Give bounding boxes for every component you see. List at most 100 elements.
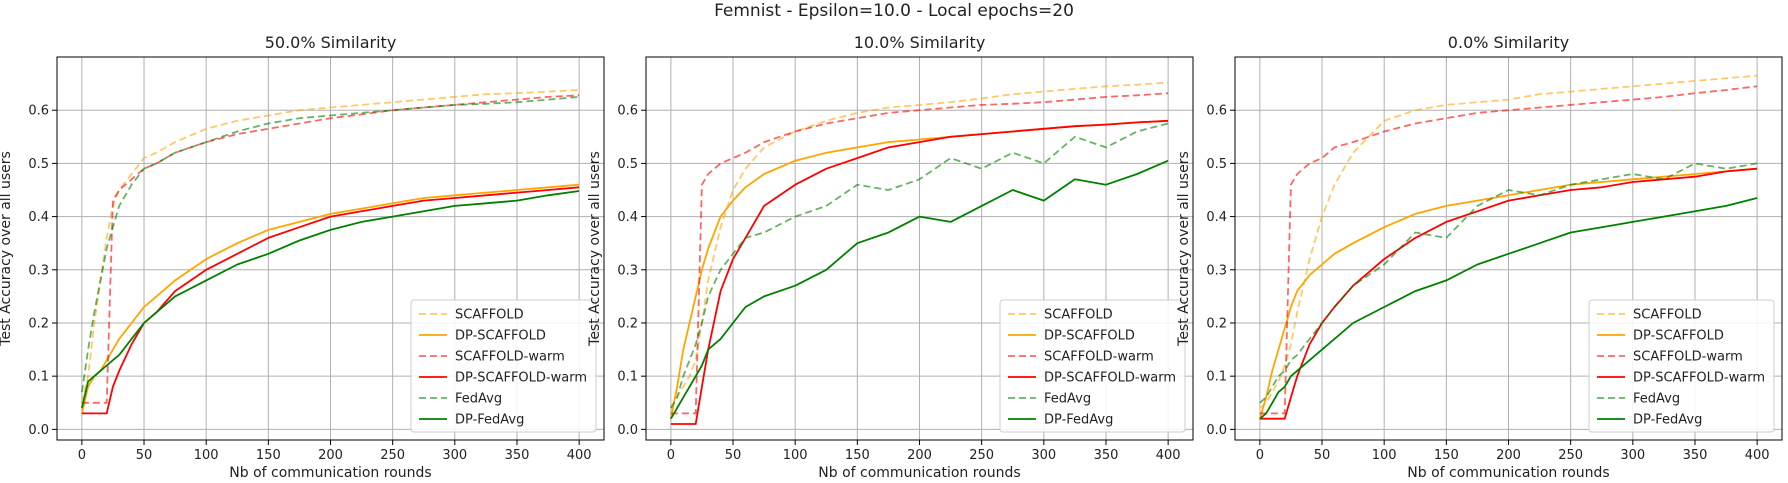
panel-title: 10.0% Similarity xyxy=(854,33,986,52)
series-line-scaffold-warm xyxy=(670,92,1169,415)
legend-label: DP-SCAFFOLD xyxy=(1633,329,1724,344)
x-axis-label: Nb of communication rounds xyxy=(229,465,431,481)
x-tick-label: 400 xyxy=(1745,448,1770,463)
series-line-dp-fedavg xyxy=(1259,197,1758,420)
series-line-dp-scaffold-warm xyxy=(81,186,580,415)
x-tick-label: 300 xyxy=(442,448,467,463)
y-tick-label: 0.3 xyxy=(28,263,49,278)
x-tick-label: 50 xyxy=(725,448,742,463)
series-group xyxy=(81,89,580,415)
legend-label: DP-SCAFFOLD-warm xyxy=(1044,371,1176,386)
legend-label: FedAvg xyxy=(455,392,502,407)
y-tick-label: 0.4 xyxy=(1206,210,1227,225)
panel-title: 50.0% Similarity xyxy=(265,33,397,52)
x-tick-label: 300 xyxy=(1031,448,1056,463)
y-tick-label: 0.0 xyxy=(617,423,638,438)
x-tick-label: 100 xyxy=(194,448,219,463)
x-tick-label: 350 xyxy=(1094,448,1119,463)
x-axis-label: Nb of communication rounds xyxy=(818,465,1020,481)
legend-label: FedAvg xyxy=(1633,392,1680,407)
x-tick-label: 50 xyxy=(136,448,153,463)
y-tick-label: 0.3 xyxy=(1206,263,1227,278)
series-line-fedavg xyxy=(1259,162,1758,404)
legend-box xyxy=(410,299,597,433)
series-line-dp-fedavg xyxy=(81,190,580,409)
legend-label: SCAFFOLD xyxy=(455,308,524,323)
legend-label: DP-FedAvg xyxy=(455,413,524,428)
x-tick-label: 300 xyxy=(1620,448,1645,463)
y-tick-label: 0.0 xyxy=(1206,423,1227,438)
legend: SCAFFOLD DP-SCAFFOLD SCAFFOLD-warm DP-SCAFF… xyxy=(999,299,1186,433)
y-tick-label: 0.5 xyxy=(28,157,49,172)
series-line-dp-scaffold xyxy=(81,183,580,414)
x-tick-label: 150 xyxy=(256,448,281,463)
x-tick-label: 200 xyxy=(1496,448,1521,463)
legend-label: SCAFFOLD-warm xyxy=(455,350,565,365)
y-tick-label: 0.0 xyxy=(28,423,49,438)
series-line-dp-scaffold-warm xyxy=(670,119,1169,425)
legend-label: SCAFFOLD-warm xyxy=(1044,350,1154,365)
chart-panel-2: 0 50 100 150 200 250 300 350 400 0.0 0.1 0.2 0.3 0.4 0… xyxy=(587,33,1194,481)
figure-title: Femnist - Epsilon=10.0 - Local epochs=20 xyxy=(714,1,1074,21)
legend-label: DP-SCAFFOLD xyxy=(455,329,546,344)
y-tick-label: 0.2 xyxy=(28,316,49,331)
x-tick-label: 200 xyxy=(318,448,343,463)
legend-label: DP-FedAvg xyxy=(1633,413,1702,428)
x-axis-label: Nb of communication rounds xyxy=(1407,465,1609,481)
legend-box xyxy=(1588,299,1775,433)
y-tick-label: 0.5 xyxy=(1206,157,1227,172)
series-line-scaffold xyxy=(670,81,1169,409)
x-tick-label: 350 xyxy=(505,448,530,463)
y-tick-label: 0.6 xyxy=(28,104,49,119)
x-tick-label: 250 xyxy=(1558,448,1583,463)
y-axis-label: Test Accuracy over all users xyxy=(1176,151,1192,347)
series-line-scaffold-warm xyxy=(1259,85,1758,415)
y-tick-label: 0.1 xyxy=(617,370,638,385)
x-tick-label: 150 xyxy=(1434,448,1459,463)
y-tick-label: 0.2 xyxy=(617,316,638,331)
y-tick-label: 0.1 xyxy=(28,370,49,385)
series-line-dp-fedavg xyxy=(670,159,1169,420)
legend-label: DP-SCAFFOLD xyxy=(1044,329,1135,344)
legend-label: SCAFFOLD-warm xyxy=(1633,350,1743,365)
x-tick-label: 100 xyxy=(783,448,808,463)
series-line-scaffold xyxy=(1259,74,1758,409)
y-axis-label: Test Accuracy over all users xyxy=(587,151,603,347)
panel-title: 0.0% Similarity xyxy=(1448,33,1569,52)
x-tick-label: 250 xyxy=(969,448,994,463)
chart-panel-1: 0 50 100 150 200 250 300 350 400 0.0 0.1 0.2 0.3 0.4 0… xyxy=(0,33,605,481)
y-tick-label: 0.2 xyxy=(1206,316,1227,331)
series-line-scaffold xyxy=(81,89,580,404)
y-tick-label: 0.6 xyxy=(617,104,638,119)
x-tick-label: 150 xyxy=(845,448,870,463)
legend: SCAFFOLD DP-SCAFFOLD SCAFFOLD-warm DP-SCAFF… xyxy=(410,299,597,433)
chart-panel-3: 0 50 100 150 200 250 300 350 400 0.0 0.1 0.2 0.3 0.4 0… xyxy=(1176,33,1783,481)
legend-label: DP-SCAFFOLD-warm xyxy=(1633,371,1765,386)
y-tick-label: 0.4 xyxy=(617,210,638,225)
y-tick-label: 0.4 xyxy=(28,210,49,225)
y-tick-label: 0.1 xyxy=(1206,370,1227,385)
series-line-scaffold-warm xyxy=(81,94,580,404)
x-tick-label: 200 xyxy=(907,448,932,463)
x-tick-label: 250 xyxy=(380,448,405,463)
series-group xyxy=(670,81,1169,425)
y-tick-label: 0.3 xyxy=(617,263,638,278)
legend-label: DP-SCAFFOLD-warm xyxy=(455,371,587,386)
legend-box xyxy=(999,299,1186,433)
legend-label: SCAFFOLD xyxy=(1633,308,1702,323)
x-tick-label: 400 xyxy=(1156,448,1181,463)
x-tick-label: 400 xyxy=(567,448,592,463)
series-group xyxy=(1259,74,1758,420)
x-tick-label: 0 xyxy=(78,448,86,463)
x-tick-label: 0 xyxy=(667,448,675,463)
legend-label: SCAFFOLD xyxy=(1044,308,1113,323)
series-line-dp-scaffold xyxy=(1259,167,1758,419)
y-axis-label: Test Accuracy over all users xyxy=(0,151,14,347)
x-tick-label: 100 xyxy=(1372,448,1397,463)
series-line-fedavg xyxy=(81,96,580,393)
series-line-fedavg xyxy=(670,122,1169,409)
y-tick-label: 0.5 xyxy=(617,157,638,172)
legend-label: DP-FedAvg xyxy=(1044,413,1113,428)
x-tick-label: 50 xyxy=(1314,448,1331,463)
